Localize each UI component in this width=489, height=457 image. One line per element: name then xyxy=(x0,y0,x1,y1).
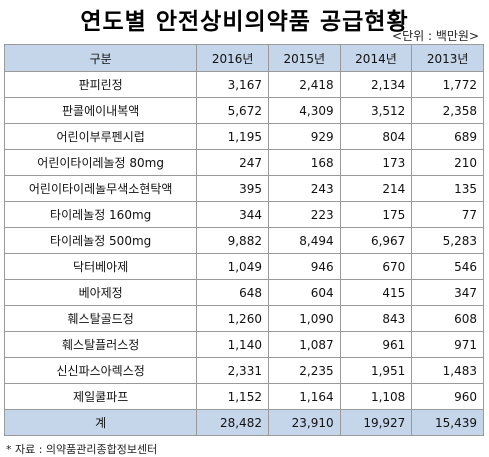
value-2013: 1,483 xyxy=(411,357,484,384)
value-2015: 1,164 xyxy=(267,383,341,410)
product-name: 닥터베아제 xyxy=(3,253,198,280)
value-2013: 210 xyxy=(411,149,484,176)
table-row: 훼스탈골드정 1,260 1,090 843 608 xyxy=(3,305,484,332)
column-header-2015: 2015년 xyxy=(267,44,341,72)
value-2015: 223 xyxy=(267,201,341,228)
product-name: 판피린정 xyxy=(3,71,198,98)
table-row: 훼스탈플러스정 1,140 1,087 961 971 xyxy=(3,331,484,358)
product-name: 타이레놀정 500mg xyxy=(3,227,198,254)
value-2015: 168 xyxy=(267,149,341,176)
value-2013: 1,772 xyxy=(411,71,484,98)
column-header-category: 구분 xyxy=(3,44,198,72)
table-row: 판콜에이내복액 5,672 4,309 3,512 2,358 xyxy=(3,97,484,124)
value-2013: 135 xyxy=(411,175,484,202)
total-label: 계 xyxy=(3,409,198,436)
value-2016: 9,882 xyxy=(196,227,269,254)
column-header-2013: 2013년 xyxy=(411,44,484,72)
value-2016: 1,195 xyxy=(196,123,269,150)
value-2016: 344 xyxy=(196,201,269,228)
value-2014: 843 xyxy=(339,305,413,332)
value-2014: 2,134 xyxy=(339,71,413,98)
product-name: 제일쿨파프 xyxy=(3,383,198,410)
value-2014: 3,512 xyxy=(339,97,413,124)
value-2013: 608 xyxy=(411,305,484,332)
total-2013: 15,439 xyxy=(411,409,484,436)
value-2016: 1,260 xyxy=(196,305,269,332)
value-2013: 5,283 xyxy=(411,227,484,254)
product-name: 어린이타이레놀정 80mg xyxy=(3,149,198,176)
value-2013: 546 xyxy=(411,253,484,280)
product-name: 타이레놀정 160mg xyxy=(3,201,198,228)
total-2014: 19,927 xyxy=(339,409,413,436)
total-row: 계 28,482 23,910 19,927 15,439 xyxy=(3,409,484,436)
value-2014: 175 xyxy=(339,201,413,228)
table-row: 어린이부루펜시럽 1,195 929 804 689 xyxy=(3,123,484,150)
value-2014: 1,951 xyxy=(339,357,413,384)
value-2014: 670 xyxy=(339,253,413,280)
value-2015: 604 xyxy=(267,279,341,306)
value-2015: 1,087 xyxy=(267,331,341,358)
product-name: 신신파스아렉스정 xyxy=(3,357,198,384)
value-2016: 3,167 xyxy=(196,71,269,98)
source-note: * 자료 : 의약품관리종합정보센터 xyxy=(6,443,158,456)
value-2013: 347 xyxy=(411,279,484,306)
value-2016: 1,140 xyxy=(196,331,269,358)
value-2013: 971 xyxy=(411,331,484,358)
product-name: 훼스탈플러스정 xyxy=(3,331,198,358)
table-row: 어린이타이레놀정 80mg 247 168 173 210 xyxy=(3,149,484,176)
header-row: 구분 2016년 2015년 2014년 2013년 xyxy=(3,44,484,72)
column-header-2014: 2014년 xyxy=(339,44,413,72)
value-2013: 2,358 xyxy=(411,97,484,124)
value-2013: 77 xyxy=(411,201,484,228)
value-2015: 4,309 xyxy=(267,97,341,124)
supply-table: 구분 2016년 2015년 2014년 2013년 판피린정 3,167 2,… xyxy=(3,44,484,436)
table-row: 타이레놀정 160mg 344 223 175 77 xyxy=(3,201,484,228)
value-2015: 2,235 xyxy=(267,357,341,384)
total-2016: 28,482 xyxy=(196,409,269,436)
value-2013: 689 xyxy=(411,123,484,150)
page-title: 연도별 안전상비의약품 공급현황 xyxy=(80,9,409,35)
value-2014: 214 xyxy=(339,175,413,202)
value-2015: 1,090 xyxy=(267,305,341,332)
table-row: 베아제정 648 604 415 347 xyxy=(3,279,484,306)
column-header-2016: 2016년 xyxy=(196,44,269,72)
value-2014: 6,967 xyxy=(339,227,413,254)
value-2013: 960 xyxy=(411,383,484,410)
value-2014: 804 xyxy=(339,123,413,150)
value-2014: 961 xyxy=(339,331,413,358)
product-name: 베아제정 xyxy=(3,279,198,306)
unit-label: <단위 : 백만원> xyxy=(392,29,479,43)
value-2016: 395 xyxy=(196,175,269,202)
value-2014: 415 xyxy=(339,279,413,306)
value-2016: 247 xyxy=(196,149,269,176)
value-2016: 1,049 xyxy=(196,253,269,280)
value-2016: 1,152 xyxy=(196,383,269,410)
total-2015: 23,910 xyxy=(267,409,341,436)
table-row: 타이레놀정 500mg 9,882 8,494 6,967 5,283 xyxy=(3,227,484,254)
value-2016: 5,672 xyxy=(196,97,269,124)
table-row: 판피린정 3,167 2,418 2,134 1,772 xyxy=(3,71,484,98)
value-2014: 173 xyxy=(339,149,413,176)
value-2015: 929 xyxy=(267,123,341,150)
value-2016: 2,331 xyxy=(196,357,269,384)
value-2014: 1,108 xyxy=(339,383,413,410)
value-2015: 2,418 xyxy=(267,71,341,98)
value-2016: 648 xyxy=(196,279,269,306)
table-row: 제일쿨파프 1,152 1,164 1,108 960 xyxy=(3,383,484,410)
product-name: 훼스탈골드정 xyxy=(3,305,198,332)
table-row: 닥터베아제 1,049 946 670 546 xyxy=(3,253,484,280)
value-2015: 946 xyxy=(267,253,341,280)
table-row: 어린이타이레놀무색소현탁액 395 243 214 135 xyxy=(3,175,484,202)
product-name: 판콜에이내복액 xyxy=(3,97,198,124)
product-name: 어린이부루펜시럽 xyxy=(3,123,198,150)
value-2015: 243 xyxy=(267,175,341,202)
value-2015: 8,494 xyxy=(267,227,341,254)
table-row: 신신파스아렉스정 2,331 2,235 1,951 1,483 xyxy=(3,357,484,384)
product-name: 어린이타이레놀무색소현탁액 xyxy=(3,175,198,202)
